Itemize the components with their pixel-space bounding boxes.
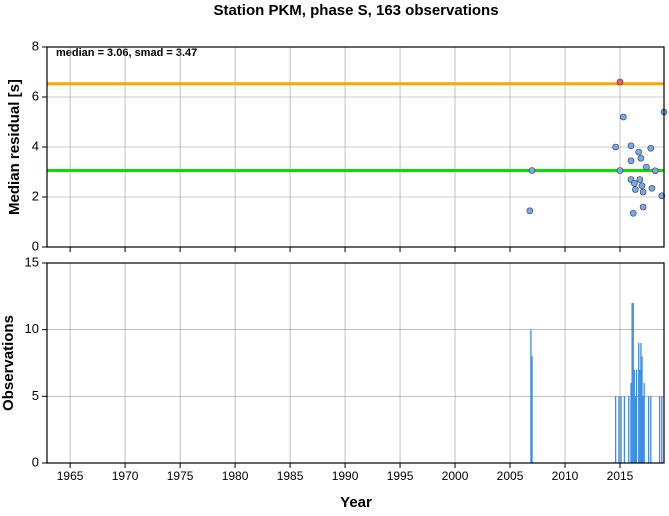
y-tick-label: 10: [25, 321, 39, 336]
point: [627, 157, 635, 165]
y-tick-label: 4: [32, 138, 39, 153]
x-tick-label: 2010: [552, 469, 579, 483]
point: [526, 207, 534, 215]
point: [651, 167, 659, 175]
point: [616, 167, 624, 174]
point: [637, 154, 645, 162]
y-axis-label: Median residual [s]: [6, 79, 23, 215]
y-tick-label: 2: [32, 188, 39, 203]
y-axis-label: Observations: [0, 315, 17, 411]
point: [612, 143, 619, 151]
x-axis-label: Year: [340, 494, 372, 511]
point: [629, 209, 637, 217]
x-tick-label: 2000: [442, 469, 469, 483]
point: [627, 142, 635, 150]
point: [631, 179, 638, 187]
x-tick-label: 2015: [607, 469, 634, 483]
plot-frame: [46, 46, 665, 248]
x-tick-label: 1970: [112, 469, 139, 483]
point: [636, 176, 644, 183]
point: [648, 184, 656, 192]
annotation: median = 3.06, smad = 3.47: [56, 47, 197, 59]
point: [639, 188, 647, 196]
x-tick-label: 1985: [277, 469, 304, 483]
y-tick-label: 5: [32, 388, 39, 403]
chart-title: Station PKM, phase S, 163 observations: [213, 2, 498, 19]
point: [658, 192, 666, 200]
y-tick-label: 15: [25, 254, 39, 269]
point: [647, 144, 655, 152]
point: [616, 78, 624, 86]
x-tick-label: 1965: [57, 469, 84, 483]
x-tick-label: 2005: [497, 469, 524, 483]
y-tick-label: 6: [32, 88, 39, 103]
point: [528, 167, 536, 174]
y-tick-label: 0: [32, 454, 39, 469]
x-tick-label: 1975: [167, 469, 194, 483]
point: [632, 186, 639, 193]
point: [638, 182, 646, 190]
x-tick-label: 1980: [222, 469, 249, 483]
y-tick-label: 0: [32, 238, 39, 253]
point: [643, 163, 650, 171]
point: [620, 113, 627, 121]
point: [639, 203, 647, 211]
point: [635, 148, 643, 156]
y-tick-label: 8: [32, 38, 39, 53]
x-tick-label: 1995: [387, 469, 414, 483]
plot-frame: [46, 262, 665, 464]
x-tick-label: 1990: [332, 469, 359, 483]
